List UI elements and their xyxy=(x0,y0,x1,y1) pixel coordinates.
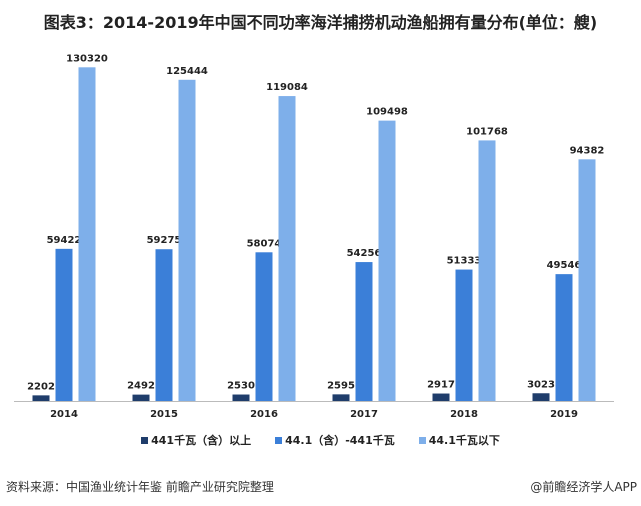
chart-title: 图表3：2014-2019年中国不同功率海洋捕捞机动渔船拥有量分布(单位：艘) xyxy=(43,13,598,32)
legend-item: 44.1（含）-441千瓦 xyxy=(275,432,395,448)
data-label: 51333 xyxy=(447,256,482,267)
credit-note: @前瞻经济学人APP xyxy=(530,480,637,494)
x-tick-label: 2015 xyxy=(150,409,178,420)
bar xyxy=(178,79,196,402)
x-tick-label: 2019 xyxy=(550,409,578,420)
legend-label: 441千瓦（含）以上 xyxy=(151,434,252,447)
data-label: 59422 xyxy=(47,235,82,246)
legend-swatch xyxy=(418,437,426,444)
data-label: 58074 xyxy=(247,238,282,249)
data-label: 2492 xyxy=(127,381,155,392)
data-label: 2530 xyxy=(227,381,255,392)
bar xyxy=(478,140,496,402)
legend-label: 44.1（含）-441千瓦 xyxy=(285,434,395,447)
data-label: 49546 xyxy=(547,260,582,271)
data-label: 101768 xyxy=(466,126,508,137)
x-tick-label: 2014 xyxy=(50,409,78,420)
x-tick-label: 2016 xyxy=(250,409,278,420)
data-label: 3023 xyxy=(527,379,555,390)
bar xyxy=(332,394,350,401)
data-label: 2917 xyxy=(427,380,455,391)
data-label: 125444 xyxy=(166,66,208,77)
legend-item: 44.1千瓦以下 xyxy=(418,432,500,448)
bar xyxy=(432,393,450,401)
x-tick-label: 2017 xyxy=(350,409,378,420)
legend-swatch xyxy=(141,437,149,444)
bar xyxy=(555,274,573,401)
bar xyxy=(132,394,150,401)
data-label: 94382 xyxy=(570,145,605,156)
bar xyxy=(55,248,73,401)
data-label: 109498 xyxy=(366,107,408,118)
bar xyxy=(532,393,550,401)
bar xyxy=(232,394,250,401)
data-label: 130320 xyxy=(66,53,108,64)
data-label: 2202 xyxy=(27,381,55,392)
bar xyxy=(578,159,596,401)
bar xyxy=(255,252,273,401)
bar xyxy=(455,269,473,401)
data-label: 2595 xyxy=(327,380,355,391)
bar xyxy=(378,120,396,401)
bar xyxy=(355,262,373,401)
data-label: 119084 xyxy=(266,82,308,93)
legend-label: 44.1千瓦以下 xyxy=(428,434,500,447)
data-label: 54256 xyxy=(347,248,382,259)
legend-swatch xyxy=(275,437,283,444)
x-tick-label: 2018 xyxy=(450,409,478,420)
bar xyxy=(278,96,296,401)
data-label: 59275 xyxy=(147,235,182,246)
legend-item: 441千瓦（含）以上 xyxy=(141,432,251,448)
legend: 441千瓦（含）以上 44.1（含）-441千瓦 44.1千瓦以下 xyxy=(0,432,641,448)
source-note: 资料来源：中国渔业统计年鉴 前瞻产业研究院整理 xyxy=(6,480,274,494)
bar xyxy=(155,249,173,401)
bar xyxy=(32,395,50,401)
bar xyxy=(78,67,96,401)
